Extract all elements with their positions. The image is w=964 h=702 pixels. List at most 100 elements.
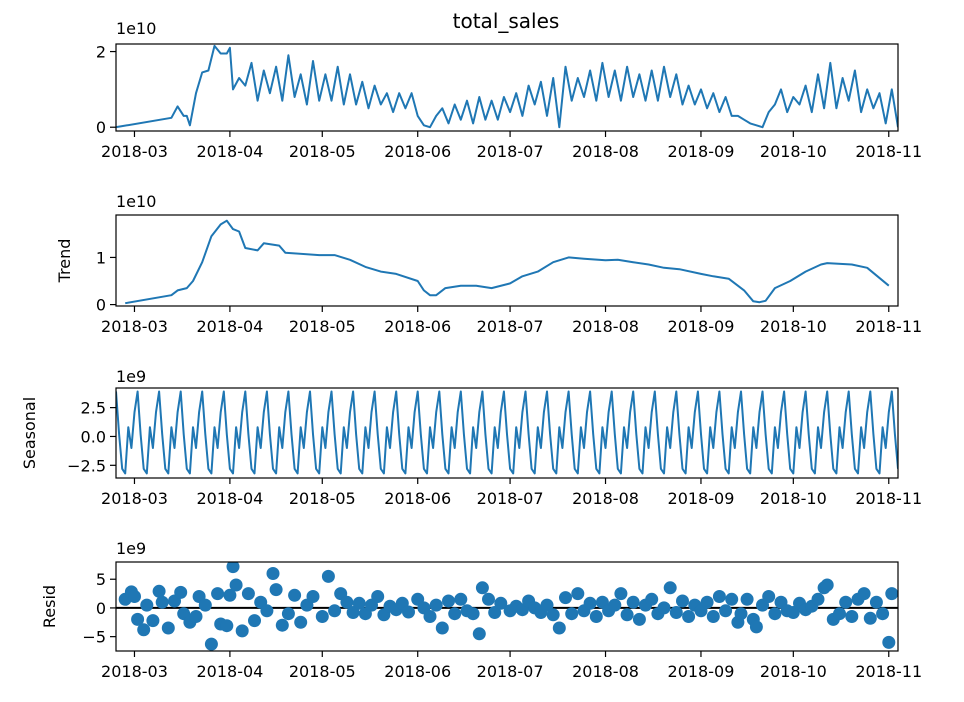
resid-point xyxy=(241,587,255,601)
resid-point xyxy=(454,592,468,606)
x-tick-label: 2018-06 xyxy=(384,317,451,336)
y-axis-label: Resid xyxy=(40,585,59,628)
resid-point xyxy=(294,615,308,629)
resid-point xyxy=(845,610,859,623)
y-axis-multiplier: 1e10 xyxy=(116,192,156,211)
resid-point xyxy=(211,587,225,601)
resid-point xyxy=(869,595,883,609)
y-tick-label: 5 xyxy=(96,570,106,589)
resid-point xyxy=(833,607,846,621)
resid-point xyxy=(559,591,572,605)
y-axis-label: Trend xyxy=(55,239,74,284)
x-tick-label: 2018-04 xyxy=(196,317,263,336)
x-tick-label: 2018-07 xyxy=(477,317,544,336)
resid-point xyxy=(663,581,677,595)
data-layer-resid xyxy=(116,562,898,651)
resid-point xyxy=(876,607,890,621)
resid-point xyxy=(839,595,853,609)
resid-point xyxy=(328,604,342,618)
resid-point xyxy=(657,601,671,615)
resid-point xyxy=(540,598,554,612)
resid-point xyxy=(589,610,603,623)
x-tick-label: 2018-11 xyxy=(855,142,922,161)
data-layer-trend xyxy=(125,219,890,305)
y-tick-label: 0 xyxy=(96,599,106,618)
resid-point xyxy=(229,578,243,592)
x-tick-label: 2018-09 xyxy=(668,317,735,336)
resid-point xyxy=(174,585,188,599)
resid-point xyxy=(352,596,366,610)
resid-point xyxy=(466,607,480,621)
resid-point xyxy=(885,587,898,601)
resid-point xyxy=(235,624,249,638)
y-tick-label: −5 xyxy=(82,628,106,647)
resid-point xyxy=(152,584,166,598)
resid-point xyxy=(288,588,302,602)
axes-frame-observed xyxy=(115,43,899,132)
x-tick-label: 2018-04 xyxy=(196,489,263,508)
resid-point xyxy=(700,595,714,609)
data-layer-observed xyxy=(116,44,898,129)
panel-observed: 0 2 1e10 2018-03 2018-04 2018-05 2018-06 2018-0… xyxy=(96,19,922,161)
x-tick-label: 2018-03 xyxy=(101,317,168,336)
x-tick-label: 2018-09 xyxy=(668,142,735,161)
x-tick-label: 2018-08 xyxy=(572,142,639,161)
seasonal-series-line xyxy=(116,390,898,475)
resid-point xyxy=(712,590,726,603)
resid-point xyxy=(488,606,502,619)
x-tick-label: 2018-10 xyxy=(760,142,827,161)
resid-point xyxy=(740,592,754,606)
data-layer-seasonal xyxy=(116,390,898,475)
y-tick-label: 0.0 xyxy=(81,427,106,446)
resid-point xyxy=(315,610,329,623)
x-tick-label: 2018-07 xyxy=(477,489,544,508)
resid-point xyxy=(321,569,335,583)
resid-point xyxy=(546,608,560,622)
x-tick-label: 2018-11 xyxy=(855,662,922,681)
x-tick-label: 2018-06 xyxy=(384,662,451,681)
resid-point xyxy=(269,583,283,597)
x-tick-label: 2018-08 xyxy=(572,662,639,681)
resid-point xyxy=(768,607,782,621)
y-tick-label: 2.5 xyxy=(81,399,106,418)
resid-point xyxy=(340,595,354,609)
resid-point xyxy=(857,587,871,601)
x-tick-label: 2018-05 xyxy=(289,662,356,681)
resid-point xyxy=(189,610,203,623)
axes-frame-resid xyxy=(115,561,899,652)
x-tick-label: 2018-07 xyxy=(477,662,544,681)
chart-title: total_sales xyxy=(453,9,560,33)
resid-point xyxy=(608,598,622,612)
resid-point xyxy=(676,594,689,608)
x-tick-label: 2018-11 xyxy=(855,489,922,508)
resid-point xyxy=(371,590,385,603)
x-tick-label: 2018-06 xyxy=(384,142,451,161)
resid-point xyxy=(198,598,212,612)
y-tick-label: 0 xyxy=(96,118,106,137)
x-tick-label: 2018-05 xyxy=(289,317,356,336)
x-tick-label: 2018-03 xyxy=(101,662,168,681)
resid-point xyxy=(682,610,696,623)
resid-point xyxy=(281,607,295,621)
x-tick-label: 2018-10 xyxy=(760,489,827,508)
resid-point xyxy=(719,604,733,618)
resid-point xyxy=(223,588,237,602)
resid-point xyxy=(442,594,455,608)
axes-frame-seasonal xyxy=(115,387,899,479)
resid-point xyxy=(749,620,763,634)
resid-point xyxy=(762,590,776,603)
resid-point xyxy=(346,606,360,619)
x-tick-label: 2018-03 xyxy=(101,142,168,161)
y-tick-label: 1 xyxy=(96,248,106,267)
resid-point xyxy=(475,581,489,595)
resid-point xyxy=(275,618,289,632)
y-axis-multiplier: 1e9 xyxy=(116,539,146,558)
resid-point xyxy=(402,605,415,619)
x-tick-label: 2018-05 xyxy=(289,142,356,161)
x-tick-label: 2018-10 xyxy=(760,317,827,336)
resid-point xyxy=(786,606,800,619)
y-axis-label: Seasonal xyxy=(20,397,39,469)
x-tick-label: 2018-09 xyxy=(668,662,735,681)
panel-resid: −5 0 5 1e9 Resid 2018-03 2018-04 2018-05 2018-06… xyxy=(40,539,922,681)
